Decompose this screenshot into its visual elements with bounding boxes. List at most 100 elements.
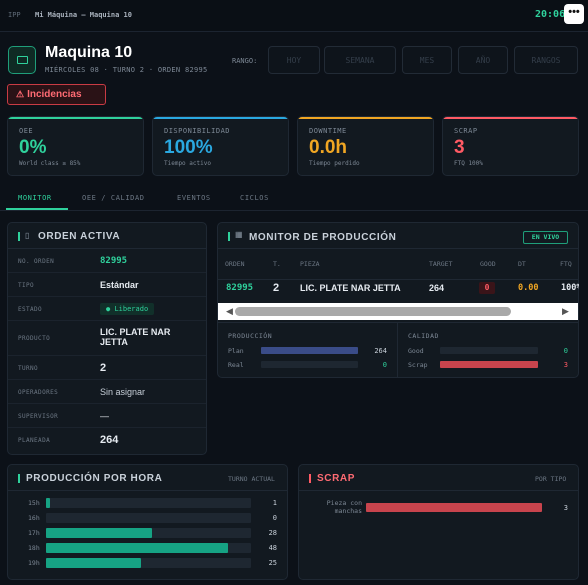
top-bar: IPP Mi Máquina — Maquina 10 20:06 •••	[0, 0, 588, 32]
kpi-label: DOWNTIME	[309, 127, 347, 135]
orden-row-numero: NO. ORDEN 82995	[8, 250, 206, 273]
row-key: PLANEADA	[18, 437, 51, 444]
row-value: Sin asignar	[100, 387, 146, 397]
hour-label: 17h	[28, 529, 40, 537]
incidencias-label: Incidencias	[27, 89, 82, 100]
range-custom-button[interactable]: RANGOS	[514, 46, 578, 74]
orden-activa-panel: ▯ ORDEN ACTIVA NO. ORDEN 82995 TIPO Está…	[7, 222, 207, 455]
cell-good: 0	[479, 282, 495, 294]
range-month-button[interactable]: MES	[402, 46, 452, 74]
kpi-label: OEE	[19, 127, 34, 135]
kpi-sub: Tiempo perdido	[309, 160, 360, 167]
hour-bar	[46, 498, 251, 508]
kpi-value: 0%	[19, 137, 47, 158]
row-key: TURNO	[18, 365, 39, 372]
row-value: Estándar	[100, 280, 139, 290]
kpi-value: 3	[454, 137, 465, 158]
row-key: TIPO	[18, 282, 35, 289]
machine-icon	[8, 46, 36, 74]
range-week-button[interactable]: SEMANA	[324, 46, 396, 74]
scroll-left-icon[interactable]: ◀	[226, 306, 233, 316]
range-year-button[interactable]: AÑO	[458, 46, 508, 74]
hour-bar	[46, 528, 251, 538]
orden-row-producto: PRODUCTO LIC. PLATE NAR JETTA	[8, 322, 206, 356]
orden-row-turno: TURNO 2	[8, 357, 206, 380]
page-title: Maquina 10	[45, 44, 133, 61]
panel-title: MONITOR DE PRODUCCIÓN	[249, 232, 397, 243]
table-icon: ▦	[235, 230, 243, 239]
panel-tag: POR TIPO	[535, 475, 567, 483]
incidencias-button[interactable]: ⚠ Incidencias	[7, 84, 106, 105]
kpi-disponibilidad: DISPONIBILIDAD 100% Tiempo activo	[152, 116, 289, 176]
hour-value: 48	[268, 544, 277, 552]
hour-bar	[46, 543, 251, 553]
order-number: 82995	[100, 256, 128, 266]
kpi-downtime: DOWNTIME 0.0h Tiempo perdido	[297, 116, 434, 176]
status-badge: ● Liberado	[100, 303, 155, 315]
hour-label: 16h	[28, 514, 40, 522]
app-label[interactable]: IPP	[8, 11, 21, 19]
scrap-label: Scrap	[408, 361, 428, 369]
tab-oee-calidad[interactable]: OEE / CALIDAD	[82, 194, 145, 202]
panel-title: PRODUCCIÓN POR HORA	[26, 473, 163, 484]
plan-bar	[261, 347, 358, 354]
kpi-scrap: SCRAP 3 FTQ 100%	[442, 116, 579, 176]
panel-tag: TURNO ACTUAL	[228, 475, 275, 483]
panel-title: SCRAP	[317, 473, 356, 484]
tab-monitor[interactable]: MONITOR	[18, 194, 52, 202]
more-menu-button[interactable]: •••	[564, 4, 584, 24]
plan-value: 264	[374, 347, 387, 355]
hour-value: 25	[268, 559, 277, 567]
row-key: ESTADO	[18, 306, 43, 313]
real-label: Real	[228, 361, 244, 369]
document-icon: ▯	[25, 231, 30, 240]
cell-pieza: LIC. PLATE NAR JETTA	[300, 283, 401, 293]
hour-bar	[46, 558, 251, 568]
col-dt: DT	[518, 260, 526, 268]
live-badge: EN VIVO	[523, 231, 568, 244]
hour-value: 0	[272, 514, 277, 522]
cell-orden: 82995	[226, 283, 254, 293]
col-turno: T.	[273, 260, 281, 268]
range-today-button[interactable]: HOY	[268, 46, 320, 74]
col-pieza: PIEZA	[300, 260, 320, 268]
row-key: PRODUCTO	[18, 335, 51, 342]
breadcrumb: Mi Máquina — Maquina 10	[35, 11, 132, 19]
tab-ciclos[interactable]: CICLOS	[240, 194, 269, 202]
range-label: RANGO:	[232, 57, 258, 65]
cell-dt: 0.00	[518, 283, 539, 293]
hour-label: 19h	[28, 559, 40, 567]
good-bar	[440, 347, 538, 354]
row-value: 2	[100, 362, 107, 374]
produccion-label: PRODUCCIÓN	[228, 332, 273, 340]
orden-row-estado: ESTADO ● Liberado	[8, 298, 206, 321]
kpi-label: DISPONIBILIDAD	[164, 127, 231, 135]
kpi-oee: OEE 0% World class ≥ 85%	[7, 116, 144, 176]
kpi-value: 100%	[164, 137, 213, 158]
cell-target: 264	[429, 283, 445, 293]
scrap-type-value: 3	[563, 504, 568, 512]
scrap-type-label: Pieza con manchas	[326, 499, 362, 515]
orden-row-supervisor: SUPERVISOR —	[8, 405, 206, 428]
tab-eventos[interactable]: EVENTOS	[177, 194, 211, 202]
warning-icon: ⚠	[16, 89, 25, 99]
page-subtitle: MIÉRCOLES 08 · TURNO 2 · ORDEN 82995	[45, 66, 208, 74]
cell-ftq: 100%	[561, 283, 579, 293]
good-value: 0	[563, 347, 568, 355]
hour-label: 18h	[28, 544, 40, 552]
tab-bar: MONITOR OEE / CALIDAD EVENTOS CICLOS	[0, 186, 588, 211]
kpi-label: SCRAP	[454, 127, 478, 135]
tab-active-indicator	[6, 208, 68, 210]
orden-row-tipo: TIPO Estándar	[8, 274, 206, 297]
row-value: 264	[100, 434, 119, 446]
scrap-bar	[440, 361, 538, 368]
scrollbar-thumb[interactable]	[235, 307, 511, 316]
row-key: OPERADORES	[18, 389, 59, 396]
panel-title: ORDEN ACTIVA	[38, 231, 121, 242]
monitor-panel: ▦ MONITOR DE PRODUCCIÓN EN VIVO	[217, 222, 579, 378]
horizontal-scrollbar[interactable]: ◀ ▶	[218, 303, 578, 320]
scrap-panel: SCRAP POR TIPO	[298, 464, 579, 580]
hour-value: 28	[268, 529, 277, 537]
kpi-value: 0.0h	[309, 137, 348, 158]
scroll-right-icon[interactable]: ▶	[562, 306, 569, 316]
